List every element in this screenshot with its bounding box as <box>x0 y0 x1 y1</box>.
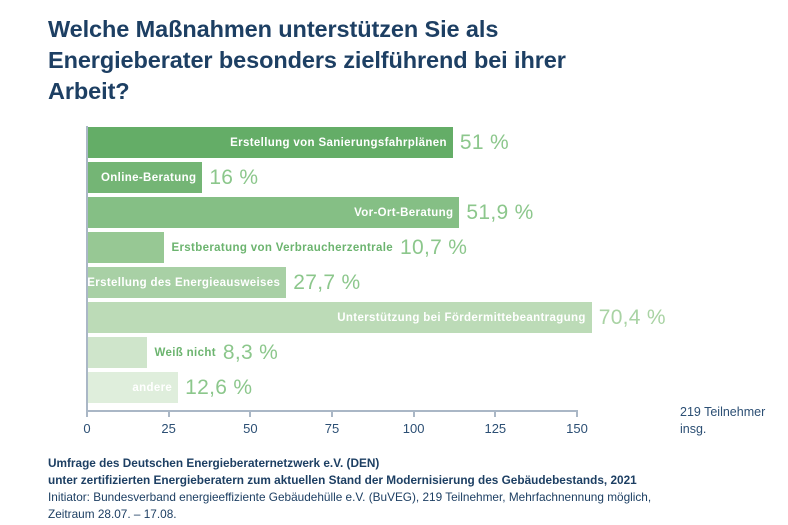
x-axis-tick-label: 25 <box>161 421 176 436</box>
bar-category-label: Erstellung von Sanierungsfahrplänen <box>230 136 447 149</box>
bar-row: andere 12,6 % <box>88 372 252 403</box>
x-axis-tick <box>167 410 170 417</box>
x-axis-tick <box>86 410 88 417</box>
x-axis-tick <box>576 410 578 417</box>
bar-row: Vor-Ort-Beratung 51,9 % <box>88 197 534 228</box>
bar <box>88 232 165 263</box>
footer-line-4: Zeitraum 28.07. – 17.08. <box>48 507 177 521</box>
bar: Vor-Ort-Beratung <box>88 197 460 228</box>
bar-value-label: 12,6 % <box>185 376 253 399</box>
bar-row: Online-Beratung 16 % <box>88 162 258 193</box>
footer-line-2: unter zertifizierten Energieberatern zum… <box>48 473 637 487</box>
x-axis-tick <box>249 410 252 417</box>
bar-value-label: 70,4 % <box>598 306 666 329</box>
participants-note: 219 Teilnehmer insg. <box>680 405 766 436</box>
bar-value-label: 10,7 % <box>400 236 468 259</box>
bar-value-label: 27,7 % <box>293 271 361 294</box>
x-axis-tick <box>494 410 497 417</box>
bar <box>88 337 148 368</box>
bar-value-label: 51 % <box>459 131 509 154</box>
x-axis-tick-label: 100 <box>402 421 425 436</box>
bar: Erstellung des Energieausweises <box>87 267 287 298</box>
bar-category-label: Erstellung des Energieausweises <box>87 276 281 289</box>
chart-footer: Umfrage des Deutschen Energieberaternetz… <box>48 455 768 523</box>
bar-row: Erstellung von Sanierungsfahrplänen 51 % <box>88 127 509 158</box>
bar-value-label: 8,3 % <box>222 341 279 364</box>
footer-line-3: Initiator: Bundesverband energieeffizien… <box>48 490 652 504</box>
x-axis-tick-label: 150 <box>566 421 588 436</box>
bar-value-label: 16 % <box>209 166 259 189</box>
x-axis-tick-label: 125 <box>484 421 507 436</box>
bar: Online-Beratung <box>88 162 203 193</box>
page-title: Welche Maßnahmen unterstützen Sie als En… <box>48 16 566 104</box>
chart-plot-area: Erstellung von Sanierungsfahrplänen 51 % O… <box>0 126 788 436</box>
x-axis-tick <box>331 410 333 417</box>
x-axis-tick <box>412 410 415 417</box>
y-axis-line <box>86 126 88 411</box>
bar-category-label: Erstberatung von Verbraucherzentrale <box>171 241 394 254</box>
bar: Erstellung von Sanierungsfahrplänen <box>88 127 453 158</box>
bar-category-label: andere <box>132 381 173 394</box>
bar: andere <box>88 372 179 403</box>
bar-category-label: Weiß nicht <box>154 346 216 359</box>
bar-value-label: 51,9 % <box>466 201 534 224</box>
x-axis-tick-label: 0 <box>83 421 91 436</box>
footer-line-1: Umfrage des Deutschen Energieberaternetz… <box>48 456 380 470</box>
bar-category-label: Unterstützung bei Fördermittebeantragung <box>337 311 586 324</box>
x-axis: 0 25 50 75 100 125 150 <box>83 410 588 436</box>
bar-row: Unterstützung bei Fördermittebeantragung… <box>88 302 666 333</box>
bar-row: Erstellung des Energieausweises 27,7 % <box>87 267 361 298</box>
x-axis-tick-label: 75 <box>324 421 340 436</box>
x-axis-tick-label: 50 <box>243 421 258 436</box>
bar: Unterstützung bei Fördermittebeantragung <box>88 302 592 333</box>
bar-category-label: Vor-Ort-Beratung <box>354 206 454 219</box>
bar-row: Erstberatung von Verbraucherzentrale 10,7… <box>88 232 467 263</box>
bar-category-label: Online-Beratung <box>100 171 197 184</box>
bar-row: Weiß nicht 8,3 % <box>88 337 278 368</box>
